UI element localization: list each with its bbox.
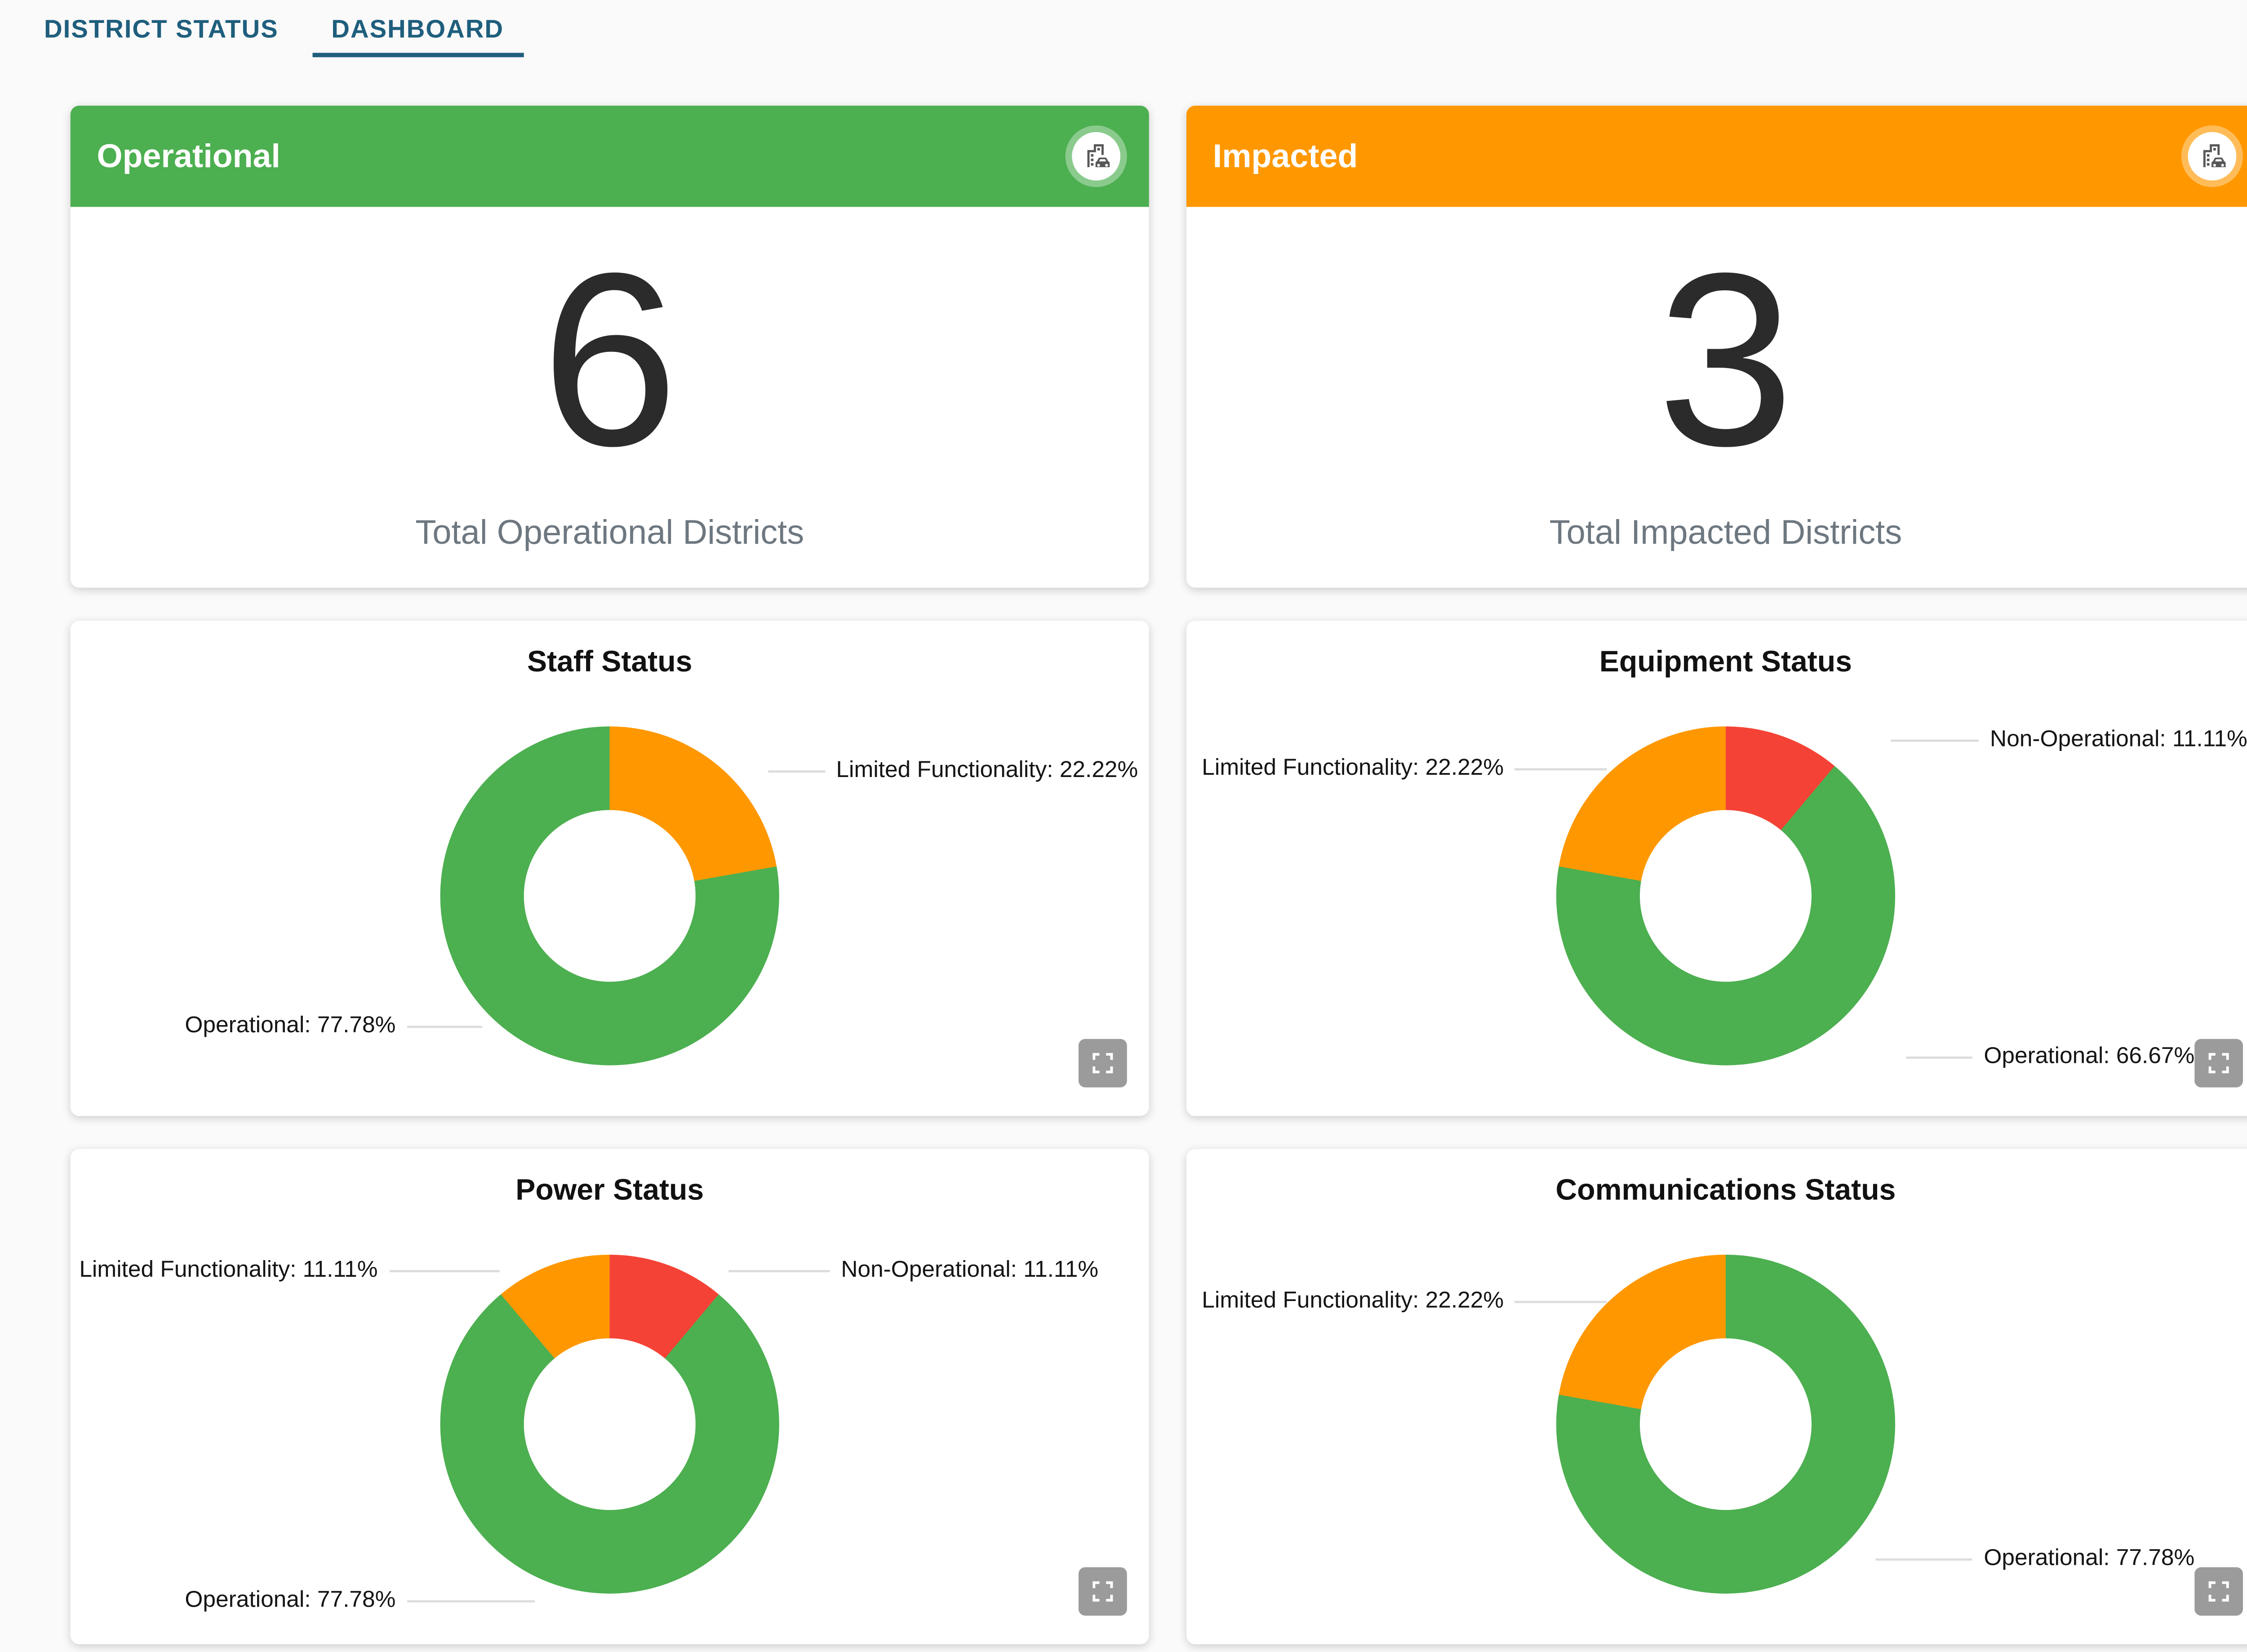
expand-button[interactable] (1079, 1567, 1127, 1616)
chart-card-communications-status: Communications Status Limited Functional… (1186, 1149, 2247, 1644)
chart-card-staff-status: Staff Status Limited Functionality: 22.2… (70, 621, 1149, 1116)
chart-slice-label: Non-Operational: 11.11% (728, 1257, 1098, 1283)
communications-status-donut (1556, 1254, 1896, 1594)
summary-card-header: Operational (70, 106, 1149, 207)
chart-title: Equipment Status (1599, 645, 1852, 678)
summary-subtitle: Total Operational Districts (415, 515, 804, 553)
expand-button[interactable] (1079, 1039, 1127, 1088)
label-leader-line (1514, 768, 1608, 771)
chart-title: Power Status (515, 1173, 704, 1207)
label-leader-line (389, 1270, 499, 1273)
facility-vehicle-icon (2181, 125, 2243, 187)
chart-slice-label: Operational: 77.78% (185, 1013, 482, 1039)
chart-slice-label: Limited Functionality: 22.22% (768, 757, 1138, 784)
label-leader-line (406, 1600, 534, 1603)
expand-button[interactable] (2194, 1039, 2243, 1088)
summary-card-title: Impacted (1212, 138, 1358, 175)
label-leader-line (1876, 1558, 1973, 1561)
chart-slice-label: Limited Functionality: 11.11% (79, 1257, 499, 1283)
label-leader-line (728, 1270, 830, 1273)
tab-dashboard[interactable]: DASHBOARD (311, 0, 524, 71)
chart-title: Staff Status (527, 645, 693, 678)
dashboard-grid: Operational 6 Total Operational District… (70, 106, 2247, 1644)
chart-slice-label: Operational: 77.78% (185, 1587, 534, 1613)
summary-count: 6 (541, 222, 679, 497)
chart-slice-label: Non-Operational: 11.11% (1891, 726, 2247, 753)
label-leader-line (1891, 739, 1979, 742)
tab-district-status[interactable]: DISTRICT STATUS (44, 18, 279, 44)
staff-status-donut (440, 726, 779, 1066)
label-leader-line (1514, 1301, 1608, 1303)
facility-vehicle-icon (1065, 125, 1127, 187)
expand-button[interactable] (2194, 1567, 2243, 1616)
summary-card-title: Operational (97, 138, 280, 175)
equipment-status-donut (1556, 726, 1896, 1066)
label-leader-line (768, 770, 825, 773)
summary-subtitle: Total Impacted Districts (1549, 515, 1902, 553)
summary-card-operational: Operational 6 Total Operational District… (70, 106, 1149, 588)
chart-slice-label: Operational: 66.67% (1906, 1044, 2194, 1070)
chart-card-equipment-status: Equipment Status Non-Operational: 11.11%… (1186, 621, 2247, 1116)
summary-card-impacted: Impacted 3 Total Impacted Districts (1186, 106, 2247, 588)
summary-card-body: 3 Total Impacted Districts (1186, 207, 2247, 587)
label-leader-line (406, 1026, 482, 1028)
summary-card-body: 6 Total Operational Districts (71, 207, 1149, 587)
label-leader-line (1906, 1057, 1973, 1059)
chart-slice-label: Limited Functionality: 22.22% (1202, 1288, 1608, 1314)
chart-card-power-status: Power Status Limited Functionality: 11.1… (70, 1149, 1149, 1644)
tab-bar: DISTRICT STATUS DASHBOARD 0 (0, 0, 2247, 88)
summary-count: 3 (1657, 222, 1794, 497)
chart-title: Communications Status (1555, 1173, 1896, 1207)
chart-slice-label: Operational: 77.78% (1876, 1545, 2194, 1572)
power-status-donut (440, 1254, 779, 1594)
chart-slice-label: Limited Functionality: 22.22% (1202, 755, 1608, 782)
summary-card-header: Impacted (1186, 106, 2247, 207)
